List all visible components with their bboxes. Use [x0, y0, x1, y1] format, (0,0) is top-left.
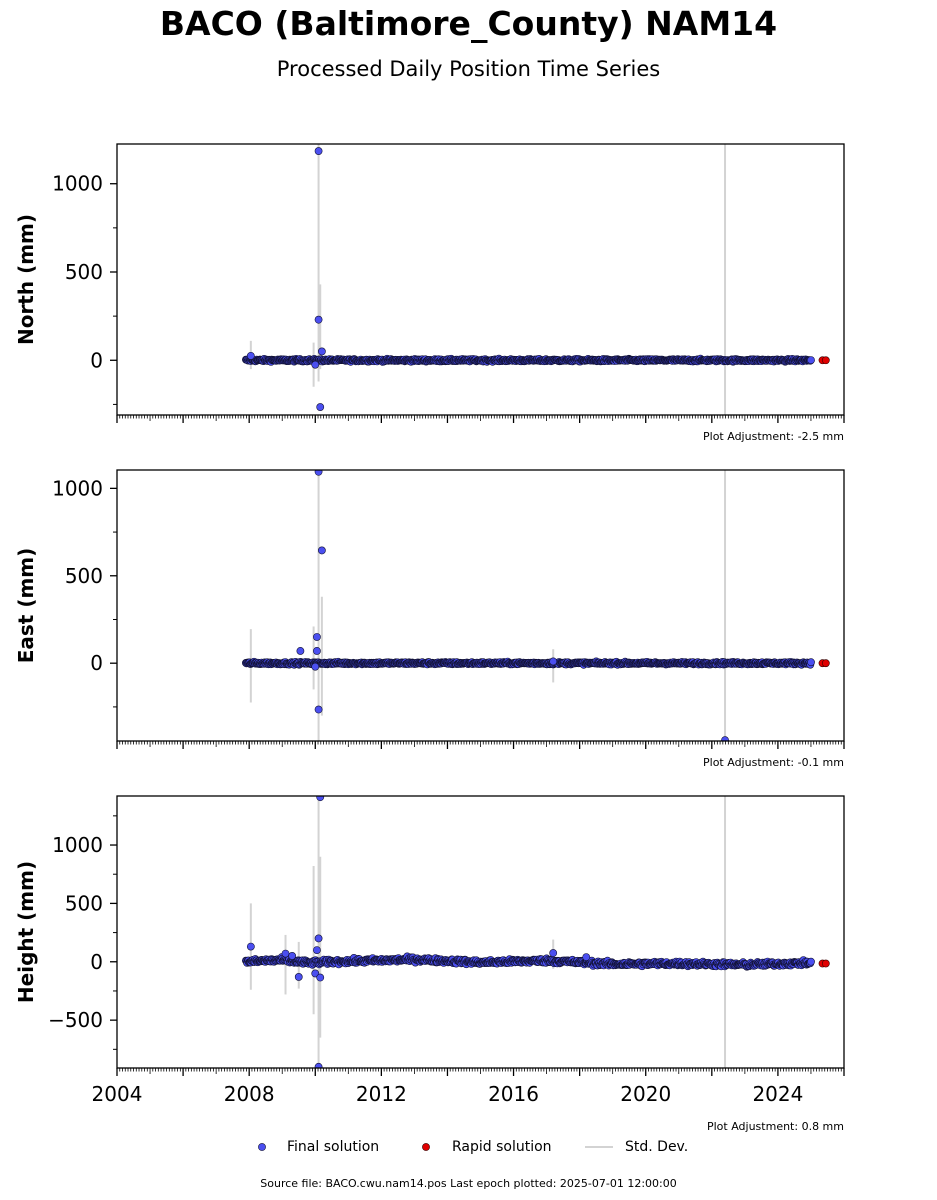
y-tick-label: −500 — [48, 1008, 103, 1032]
panel-2: 0 500 1000 East (mm) Plot Adjustment: -0.1 m… — [14, 469, 845, 769]
plot-area — [241, 470, 830, 741]
y-tick-label: 1000 — [52, 172, 103, 196]
axes-frame — [116, 469, 845, 742]
x-tick-label: 2020 — [620, 1082, 671, 1106]
final-solution-point — [317, 347, 326, 356]
rapid-solution-point — [821, 959, 830, 968]
source-file-note: Source file: BACO.cwu.nam14.pos Last epo… — [260, 1177, 677, 1190]
final-solution-point — [721, 736, 729, 741]
rapid-solution-point — [821, 659, 830, 668]
chart-subtitle: Processed Daily Position Time Series — [276, 57, 661, 81]
final-solution-point — [311, 360, 320, 369]
y-tick-label: 500 — [65, 891, 103, 915]
panel-1: 0 500 1000 North (mm) Plot Adjustment: -2.5 … — [14, 143, 845, 443]
y-axis-label: Height (mm) — [14, 861, 38, 1003]
legend-final-marker — [258, 1143, 266, 1151]
final-solution-point — [314, 705, 323, 714]
legend-std-label: Std. Dev. — [625, 1139, 689, 1155]
final-solution-point — [314, 315, 323, 324]
final-solution-point — [317, 546, 326, 555]
final-solution-point — [314, 470, 323, 476]
legend-final-label: Final solution — [287, 1139, 380, 1155]
final-solution-point — [246, 351, 255, 360]
rapid-solution-point — [821, 356, 830, 365]
final-solution-point — [807, 658, 815, 667]
panel-3: −500 0 500 1000 2004 2008 2012 2016 2020 2024 Heig… — [14, 795, 845, 1133]
final-solution-point — [549, 949, 558, 957]
final-solution-point — [246, 942, 255, 951]
plot-adjustment-note: Plot Adjustment: -2.5 mm — [703, 430, 844, 443]
plot-area — [241, 796, 830, 1068]
y-axis-label: North (mm) — [14, 214, 38, 345]
final-solution-point — [582, 953, 591, 961]
y-tick-label: 0 — [90, 950, 103, 974]
legend-rapid-marker — [422, 1143, 430, 1151]
x-tick-label: 2012 — [356, 1082, 407, 1106]
y-axis-label: East (mm) — [14, 548, 38, 664]
final-solution-point — [311, 662, 320, 671]
final-solution-point — [314, 934, 323, 943]
final-solution-point — [314, 147, 323, 155]
final-solution-point — [549, 657, 558, 666]
final-solution-point — [294, 973, 303, 981]
y-tick-label: 500 — [65, 260, 103, 284]
legend-rapid-label: Rapid solution — [452, 1139, 552, 1155]
final-solution-point — [316, 796, 325, 802]
y-tick-label: 1000 — [52, 833, 103, 857]
x-tick-label: 2016 — [488, 1082, 539, 1106]
x-tick-label: 2008 — [224, 1082, 275, 1106]
y-tick-label: 0 — [90, 651, 103, 675]
final-solution-point — [281, 949, 290, 958]
axes-frame — [116, 143, 845, 416]
y-tick-label: 0 — [90, 348, 103, 372]
y-tick-label: 500 — [65, 564, 103, 588]
final-solution-point — [296, 647, 305, 655]
final-solution-point — [807, 957, 815, 966]
x-tick-label: 2024 — [752, 1082, 803, 1106]
final-solution-point — [288, 952, 297, 960]
plot-area — [241, 144, 830, 415]
final-solution-point — [316, 403, 325, 411]
x-tick-label: 2004 — [92, 1082, 143, 1106]
final-solution-point — [313, 633, 321, 641]
plot-adjustment-note: Plot Adjustment: -0.1 mm — [703, 756, 844, 769]
chart-title: BACO (Baltimore_County) NAM14 — [159, 4, 778, 43]
y-tick-label: 1000 — [52, 476, 103, 500]
axes-frame — [116, 795, 845, 1069]
final-solution-point — [316, 973, 325, 982]
final-solution-point — [313, 647, 321, 655]
final-solution-point — [807, 356, 815, 364]
plot-adjustment-note: Plot Adjustment: 0.8 mm — [707, 1120, 844, 1133]
final-solution-point — [313, 946, 321, 954]
